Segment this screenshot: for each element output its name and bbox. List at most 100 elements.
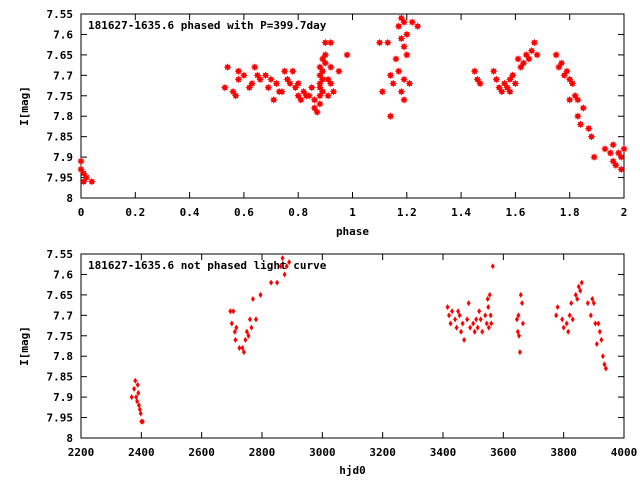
phased-data-point bbox=[316, 100, 324, 108]
unphased-data-point bbox=[603, 365, 608, 372]
unphased-data-point bbox=[466, 300, 471, 307]
unphased-data-point bbox=[462, 336, 467, 343]
phased-data-point bbox=[568, 79, 577, 88]
unphased-data-point bbox=[258, 291, 263, 298]
phased-data-point bbox=[525, 55, 533, 63]
phased-data-point bbox=[280, 67, 289, 76]
unphased-data-point bbox=[576, 283, 581, 290]
unphased-data-point bbox=[229, 320, 234, 327]
unphased-data-point bbox=[133, 377, 138, 384]
unphased-data-point bbox=[249, 324, 254, 331]
phased-data-point bbox=[402, 30, 411, 39]
phased-y-tick-label: 7.75 bbox=[47, 90, 74, 103]
phased-data-point bbox=[392, 55, 400, 63]
phased-data-point bbox=[492, 75, 501, 84]
unphased-data-point bbox=[596, 320, 601, 327]
unphased-data-point bbox=[456, 308, 461, 315]
phased-data-point bbox=[250, 63, 259, 72]
unphased-chart-title: 181627-1635.6 not phased light curve bbox=[88, 259, 327, 272]
unphased-y-tick-label: 7.8 bbox=[53, 350, 73, 363]
unphased-data-point bbox=[445, 304, 450, 311]
unphased-y-tick-label: 8 bbox=[66, 432, 73, 445]
phased-data-point bbox=[617, 153, 626, 161]
phased-data-point bbox=[318, 87, 327, 96]
phased-x-tick-label: 0.8 bbox=[288, 206, 308, 219]
phased-data-point bbox=[335, 67, 343, 76]
phased-data-point bbox=[324, 91, 332, 100]
unphased-data-point bbox=[590, 295, 595, 302]
phased-data-point bbox=[256, 75, 265, 84]
phased-data-point bbox=[234, 67, 243, 76]
unphased-data-point bbox=[228, 308, 233, 315]
unphased-data-point bbox=[240, 345, 245, 352]
phased-y-axis-label: I[mag] bbox=[18, 86, 31, 126]
unphased-data-point bbox=[233, 336, 238, 343]
phased-data-point bbox=[321, 51, 330, 59]
unphased-data-point bbox=[554, 312, 559, 319]
phased-data-point bbox=[508, 71, 517, 80]
phased-data-point bbox=[606, 149, 615, 157]
unphased-data-point bbox=[520, 320, 525, 327]
unphased-data-point bbox=[477, 308, 482, 315]
phased-data-point bbox=[329, 87, 338, 96]
unphased-data-point bbox=[278, 263, 283, 270]
unphased-data-point bbox=[282, 271, 287, 278]
unphased-plot-frame bbox=[80, 253, 625, 439]
unphased-y-axis-label: I[mag] bbox=[18, 326, 31, 366]
phased-data-point bbox=[389, 79, 398, 88]
phased-data-point bbox=[579, 104, 588, 112]
unphased-data-point bbox=[478, 316, 483, 323]
phased-y-tick-label: 7.9 bbox=[53, 151, 73, 164]
phased-data-point bbox=[261, 71, 270, 80]
unphased-data-point bbox=[244, 328, 249, 335]
phased-data-point bbox=[240, 71, 248, 80]
unphased-y-tick-label: 7.55 bbox=[47, 248, 74, 261]
phased-data-point bbox=[297, 96, 305, 104]
unphased-data-point bbox=[569, 300, 574, 307]
unphased-data-point bbox=[514, 316, 519, 323]
phased-data-point bbox=[402, 51, 411, 59]
unphased-y-tick-label: 7.85 bbox=[47, 371, 74, 384]
unphased-data-point bbox=[566, 328, 571, 335]
phased-data-point bbox=[527, 46, 536, 55]
unphased-y-tick-label: 7.95 bbox=[47, 412, 74, 425]
phased-data-point bbox=[305, 91, 313, 100]
phased-data-point bbox=[511, 79, 520, 88]
phased-data-point bbox=[386, 112, 395, 121]
unphased-data-point bbox=[602, 361, 607, 368]
phased-data-point bbox=[400, 96, 408, 104]
phased-y-tick-label: 7.55 bbox=[47, 8, 74, 21]
unphased-data-point bbox=[484, 320, 489, 327]
phased-data-point bbox=[278, 87, 286, 96]
phased-data-point bbox=[530, 38, 539, 47]
phased-x-tick-label: 0.2 bbox=[125, 206, 145, 219]
unphased-y-tick-label: 7.6 bbox=[53, 268, 73, 281]
unphased-data-point bbox=[447, 312, 452, 319]
phased-data-point bbox=[470, 67, 479, 76]
unphased-data-point bbox=[253, 316, 258, 323]
phased-data-point bbox=[288, 67, 297, 76]
phased-data-point bbox=[88, 177, 96, 186]
unphased-data-point bbox=[490, 263, 495, 270]
phased-data-point bbox=[617, 165, 626, 174]
unphased-data-point bbox=[483, 312, 488, 319]
phased-data-point bbox=[497, 87, 506, 96]
unphased-x-tick-label: 3600 bbox=[490, 446, 517, 459]
unphased-data-point bbox=[135, 381, 140, 388]
unphased-data-point bbox=[247, 316, 252, 323]
unphased-data-point bbox=[593, 320, 598, 327]
unphased-x-axis-label: hjd0 bbox=[339, 464, 366, 477]
unphased-data-point bbox=[487, 291, 492, 298]
unphased-data-point bbox=[284, 263, 289, 270]
phased-x-tick-label: 1 bbox=[349, 206, 356, 219]
phased-data-point bbox=[269, 96, 278, 104]
phased-x-tick-label: 0 bbox=[78, 206, 85, 219]
phased-data-point bbox=[307, 83, 316, 92]
unphased-data-point bbox=[459, 328, 464, 335]
unphased-data-point bbox=[275, 279, 280, 286]
phased-y-tick-label: 7.6 bbox=[53, 28, 73, 41]
unphased-data-point bbox=[594, 340, 599, 347]
phased-plot-frame bbox=[80, 13, 625, 199]
phased-data-point bbox=[294, 79, 303, 88]
unphased-data-point bbox=[234, 324, 239, 331]
